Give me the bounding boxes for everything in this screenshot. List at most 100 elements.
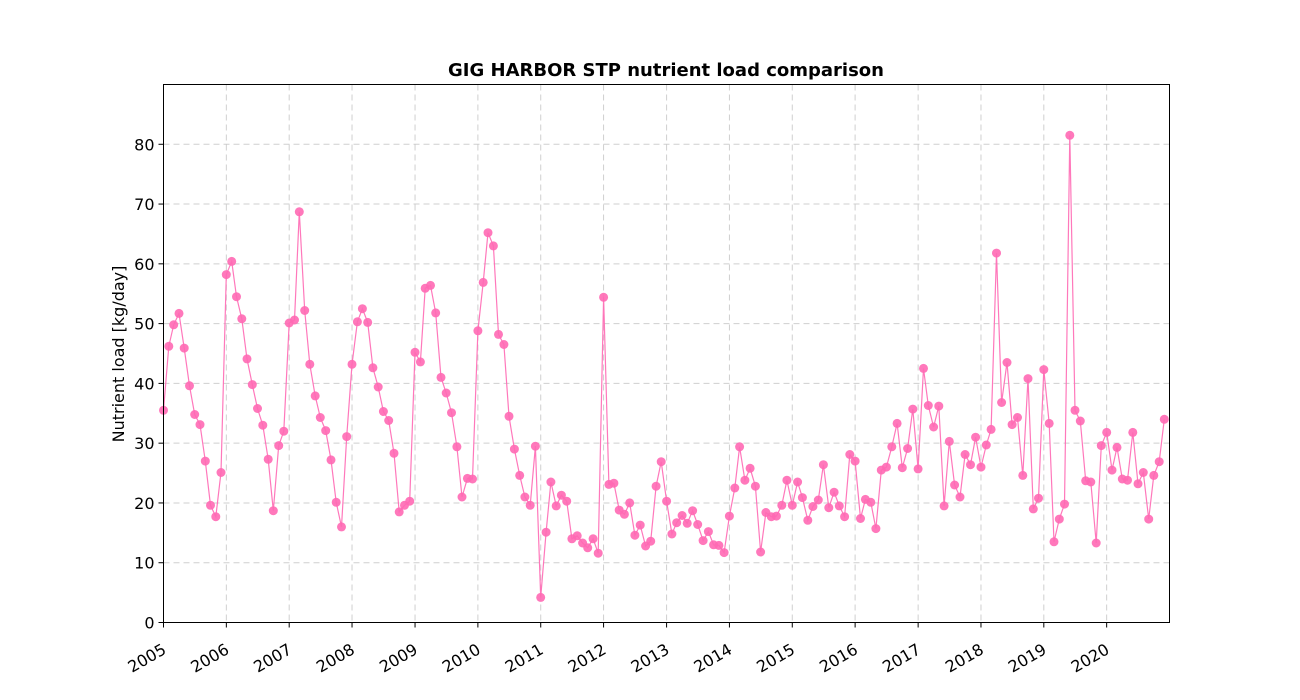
data-point bbox=[478, 277, 488, 287]
data-point bbox=[326, 455, 336, 465]
data-point bbox=[546, 477, 556, 487]
data-point bbox=[724, 511, 734, 521]
x-tick-label: 2019 bbox=[1005, 640, 1050, 677]
x-tick-label: 2005 bbox=[125, 640, 170, 677]
data-point bbox=[908, 404, 918, 414]
data-point bbox=[976, 462, 986, 472]
data-point bbox=[646, 536, 656, 546]
data-point bbox=[1149, 470, 1159, 480]
data-point bbox=[1007, 420, 1017, 430]
data-point bbox=[1159, 414, 1169, 424]
data-point bbox=[813, 495, 823, 505]
x-tick-label: 2012 bbox=[565, 640, 610, 677]
y-tick-label: 10 bbox=[134, 554, 154, 573]
data-point bbox=[698, 536, 708, 546]
data-point bbox=[688, 506, 698, 516]
data-point bbox=[677, 511, 687, 520]
data-point bbox=[447, 408, 456, 418]
data-point bbox=[934, 401, 944, 411]
data-point bbox=[185, 381, 194, 391]
data-point bbox=[1128, 427, 1138, 437]
y-tick-label: 20 bbox=[134, 494, 154, 513]
data-point bbox=[247, 380, 257, 390]
data-point bbox=[441, 388, 451, 398]
x-tick-label: 2020 bbox=[1068, 640, 1113, 677]
data-point bbox=[1112, 442, 1122, 452]
series-line bbox=[162, 135, 1165, 598]
data-point bbox=[583, 543, 593, 553]
data-point bbox=[662, 496, 672, 506]
x-tick-label: 2007 bbox=[250, 640, 295, 677]
data-point bbox=[525, 500, 535, 510]
data-point bbox=[206, 500, 215, 510]
data-point bbox=[509, 444, 519, 454]
data-point bbox=[588, 534, 598, 544]
data-point bbox=[881, 462, 891, 472]
data-point bbox=[1044, 418, 1054, 428]
x-tick-label: 2018 bbox=[942, 640, 987, 677]
data-point bbox=[635, 520, 645, 530]
data-point bbox=[625, 498, 635, 508]
data-point bbox=[515, 470, 525, 480]
data-point bbox=[190, 410, 200, 419]
data-point bbox=[232, 292, 241, 302]
data-point bbox=[551, 501, 561, 511]
data-point bbox=[426, 280, 435, 290]
data-point bbox=[562, 496, 572, 506]
data-point bbox=[808, 502, 818, 511]
data-point bbox=[179, 343, 189, 353]
data-point bbox=[923, 401, 933, 410]
data-point bbox=[373, 382, 383, 392]
series-line-layer bbox=[162, 135, 1165, 598]
data-point bbox=[866, 497, 876, 507]
data-point bbox=[887, 442, 897, 452]
data-point bbox=[599, 292, 609, 302]
data-point bbox=[892, 418, 902, 428]
data-point bbox=[777, 500, 787, 510]
x-tick-label: 2008 bbox=[313, 640, 358, 677]
data-point bbox=[735, 442, 745, 452]
data-point bbox=[294, 207, 304, 217]
data-point bbox=[347, 359, 357, 369]
data-point bbox=[609, 478, 619, 488]
x-tick-label: 2011 bbox=[502, 640, 547, 677]
data-point bbox=[368, 363, 378, 373]
data-point bbox=[253, 404, 262, 413]
data-point bbox=[619, 509, 629, 519]
data-point bbox=[331, 497, 341, 507]
data-point bbox=[630, 530, 640, 540]
data-point bbox=[1028, 504, 1038, 514]
data-point bbox=[483, 228, 493, 238]
data-point bbox=[803, 515, 813, 525]
x-tick-label: 2014 bbox=[690, 640, 735, 677]
data-point bbox=[1039, 365, 1049, 375]
data-point bbox=[950, 480, 960, 490]
data-point bbox=[1065, 130, 1075, 140]
y-tick-label: 70 bbox=[134, 195, 154, 214]
data-point bbox=[520, 492, 530, 502]
data-point bbox=[1133, 479, 1143, 489]
data-point bbox=[782, 475, 792, 485]
y-tick-label: 50 bbox=[134, 315, 154, 334]
data-point bbox=[452, 442, 462, 452]
data-point bbox=[164, 341, 174, 351]
data-point bbox=[431, 308, 441, 318]
data-point bbox=[536, 592, 546, 602]
data-point bbox=[840, 512, 850, 522]
data-point bbox=[1070, 405, 1080, 415]
data-point bbox=[415, 357, 425, 367]
data-point bbox=[305, 359, 315, 369]
data-point bbox=[1075, 416, 1085, 426]
data-point bbox=[787, 500, 797, 510]
data-point bbox=[216, 468, 226, 477]
data-point bbox=[919, 363, 928, 373]
x-tick-label: 2013 bbox=[628, 640, 673, 677]
data-point bbox=[829, 487, 839, 497]
data-point bbox=[971, 432, 981, 442]
data-point bbox=[903, 444, 913, 453]
data-point bbox=[363, 317, 373, 327]
data-point bbox=[1107, 465, 1117, 475]
data-point bbox=[667, 529, 677, 539]
data-point bbox=[494, 329, 503, 339]
